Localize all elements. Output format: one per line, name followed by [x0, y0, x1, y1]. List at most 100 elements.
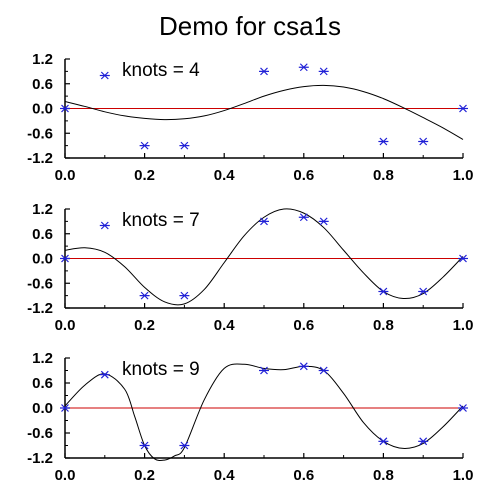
marker-stroke	[100, 370, 109, 379]
y-tick-label: 0.0	[32, 251, 53, 268]
x-tick-label: 0.2	[134, 467, 155, 484]
x-tick-label: 0.0	[55, 167, 76, 184]
data-point-marker	[378, 287, 389, 296]
y-tick-label: 0.6	[32, 375, 53, 392]
marker-stroke	[319, 67, 328, 76]
marker-stroke	[299, 362, 308, 371]
x-tick-label: 1.0	[453, 467, 474, 484]
data-point-marker	[60, 254, 70, 263]
x-tick-label: 0.4	[214, 467, 236, 484]
marker-stroke	[319, 366, 328, 375]
marker-stroke	[140, 441, 149, 450]
data-point-marker	[99, 71, 110, 80]
data-point-marker	[60, 104, 70, 113]
marker-stroke	[100, 221, 109, 230]
data-point-marker	[458, 104, 468, 113]
marker-stroke	[140, 141, 149, 150]
spline-curve	[64, 84, 464, 140]
data-point-marker	[139, 441, 150, 450]
marker-stroke	[180, 291, 189, 300]
data-point-marker	[378, 137, 389, 146]
marker-stroke	[260, 217, 268, 226]
marker-stroke	[299, 213, 308, 222]
y-tick-label: 1.2	[32, 51, 53, 68]
marker-stroke	[419, 437, 428, 446]
data-point-marker	[139, 141, 150, 150]
data-point-marker	[99, 221, 110, 230]
marker-stroke	[459, 404, 467, 412]
marker-stroke	[61, 254, 69, 263]
x-tick-label: 0.2	[134, 317, 155, 334]
data-point-marker	[418, 137, 429, 146]
marker-stroke	[100, 71, 109, 80]
spline-curve	[64, 208, 464, 306]
marker-stroke	[379, 137, 388, 146]
x-tick-label: 0.4	[214, 167, 236, 184]
marker-stroke	[379, 287, 388, 296]
y-tick-label: -1.2	[27, 450, 53, 467]
marker-stroke	[260, 67, 268, 76]
panel-3: 0.0 0.2 0.4 0.6 0.8 1.0 -1.2 -0.6 0.0 0.6 1.2 knots…	[27, 350, 473, 484]
data-point-marker	[139, 291, 150, 300]
data-point-marker	[298, 213, 309, 222]
x-tick-label: 0.4	[214, 317, 236, 334]
data-point-marker	[458, 404, 468, 412]
marker-stroke	[140, 291, 149, 300]
data-point-marker	[179, 141, 190, 150]
data-point-marker	[458, 254, 468, 263]
marker-stroke	[419, 137, 428, 146]
x-tick-label: 0.0	[55, 467, 76, 484]
data-point-marker	[179, 441, 190, 450]
data-point-marker	[259, 366, 269, 375]
chart-title: Demo for csa1s	[159, 11, 341, 41]
y-tick-label: 1.2	[32, 350, 53, 367]
data-point-marker	[418, 437, 429, 446]
x-tick-label: 0.6	[293, 317, 314, 334]
marker-stroke	[379, 437, 388, 446]
y-tick-label: -0.6	[27, 425, 53, 442]
x-tick-label: 0.6	[293, 467, 314, 484]
marker-stroke	[459, 254, 467, 263]
data-point-marker	[298, 63, 309, 72]
marker-stroke	[180, 441, 189, 450]
data-point-marker	[318, 217, 329, 226]
y-tick-label: 0.0	[32, 101, 53, 118]
marker-stroke	[299, 63, 308, 72]
x-tick-label: 0.6	[293, 167, 314, 184]
x-tick-label: 0.2	[134, 167, 155, 184]
x-tick-label: 0.0	[55, 317, 76, 334]
data-point-marker	[418, 287, 429, 296]
marker-stroke	[260, 366, 268, 375]
y-tick-label: -1.2	[27, 300, 53, 317]
marker-stroke	[419, 287, 428, 296]
knots-annotation: knots = 9	[122, 359, 200, 380]
y-tick-label: 0.6	[32, 226, 53, 243]
x-tick-label: 0.8	[373, 467, 394, 484]
data-point-marker	[179, 291, 190, 300]
y-tick-label: -0.6	[27, 125, 53, 142]
data-point-marker	[318, 67, 329, 76]
y-tick-label: -1.2	[27, 150, 53, 167]
x-tick-label: 0.8	[373, 317, 394, 334]
marker-stroke	[459, 104, 467, 113]
marker-stroke	[61, 404, 69, 412]
knots-annotation: knots = 7	[122, 210, 200, 231]
data-point-marker	[60, 404, 70, 412]
data-point-marker	[298, 362, 309, 371]
data-point-marker	[378, 437, 389, 446]
data-point-marker	[259, 217, 269, 226]
x-tick-label: 0.8	[373, 167, 394, 184]
y-tick-label: 1.2	[32, 201, 53, 218]
x-tick-label: 1.0	[453, 317, 474, 334]
y-tick-label: 0.0	[32, 400, 53, 417]
data-point-marker	[318, 366, 329, 375]
y-tick-label: 0.6	[32, 76, 53, 93]
y-tick-label: -0.6	[27, 275, 53, 292]
marker-stroke	[61, 104, 69, 113]
panel-1: 0.0 0.2 0.4 0.6 0.8 1.0 -1.2 -0.6 0.0 0.6 1.2 knots…	[27, 51, 473, 184]
data-point-marker	[259, 67, 269, 76]
x-tick-label: 1.0	[453, 167, 474, 184]
marker-stroke	[180, 141, 189, 150]
panel-2: 0.0 0.2 0.4 0.6 0.8 1.0 -1.2 -0.6 0.0 0.6 1.2 knots…	[27, 201, 473, 334]
